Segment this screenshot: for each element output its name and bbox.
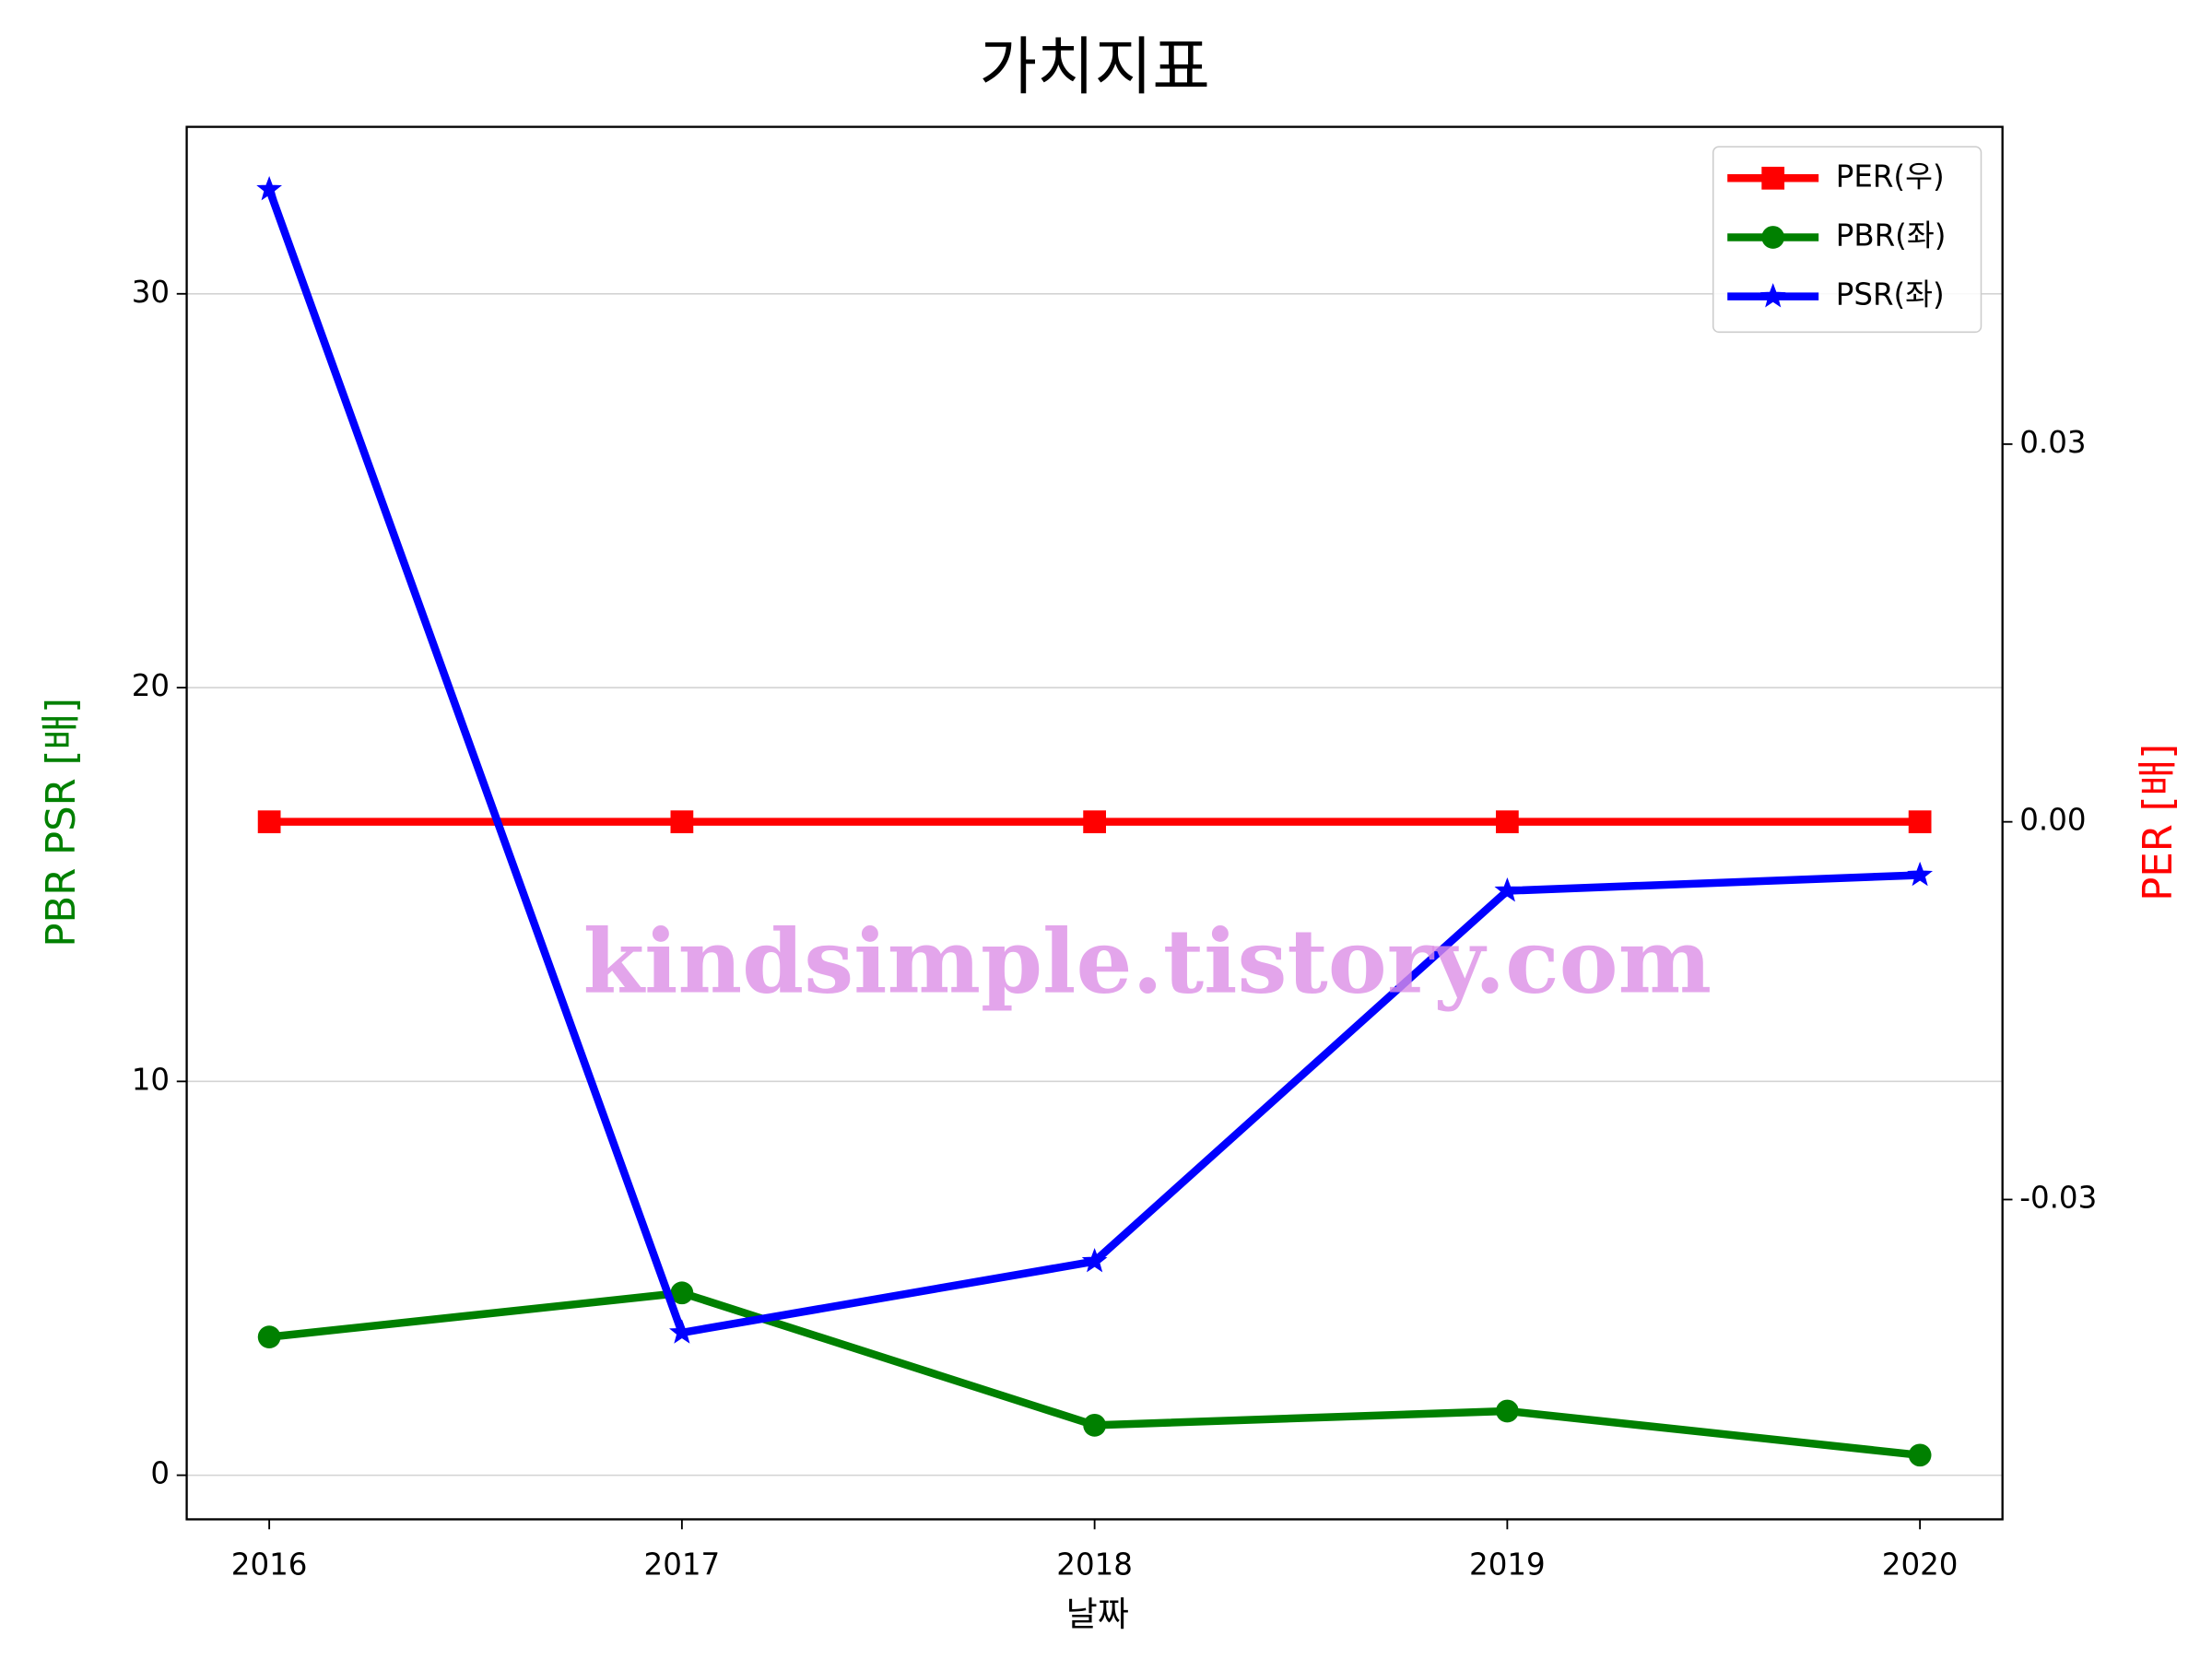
x-tick-label: 2019 xyxy=(1469,1547,1546,1582)
x-tick-label: 2018 xyxy=(1056,1547,1133,1582)
marker xyxy=(1494,877,1521,902)
legend-marker xyxy=(1759,283,1786,308)
legend-label: PBR(좌) xyxy=(1836,218,1947,253)
x-tick-label: 2017 xyxy=(644,1547,721,1582)
marker xyxy=(257,1325,281,1348)
marker xyxy=(670,810,694,834)
marker xyxy=(1496,810,1519,834)
legend-marker xyxy=(1761,226,1785,249)
marker xyxy=(1907,861,1933,887)
marker xyxy=(1083,1413,1106,1437)
y-tick-label: 10 xyxy=(132,1062,170,1097)
y-tick-label: 30 xyxy=(132,275,170,310)
y2-tick-label: -0.03 xyxy=(2019,1180,2097,1215)
marker xyxy=(1083,810,1106,834)
x-axis-label: 날짜 xyxy=(1066,1594,1129,1634)
marker xyxy=(1081,1248,1108,1273)
legend-label: PER(우) xyxy=(1836,159,1945,194)
marker xyxy=(670,1281,694,1305)
legend-label: PSR(좌) xyxy=(1836,277,1945,312)
marker xyxy=(1908,1443,1932,1467)
marker xyxy=(257,810,281,834)
y-tick-label: 0 xyxy=(150,1456,170,1491)
legend-box xyxy=(1712,146,1983,334)
marker xyxy=(256,175,282,201)
y-tick-label: 20 xyxy=(132,668,170,703)
marker xyxy=(669,1319,695,1344)
legend-marker xyxy=(1761,166,1785,190)
x-tick-label: 2016 xyxy=(231,1547,308,1582)
y2-axis-label: PER [배] xyxy=(2136,744,2182,901)
marker xyxy=(1908,810,1932,834)
chart-title: 가치지표 xyxy=(979,31,1209,104)
x-tick-label: 2020 xyxy=(1882,1547,1959,1582)
watermark: kindsimple.tistory.com xyxy=(583,909,1712,1013)
y-axis-label: PBR PSR [배] xyxy=(39,698,85,947)
y2-tick-label: 0.00 xyxy=(2019,803,2086,838)
axes-frame xyxy=(185,125,2004,1521)
marker xyxy=(1496,1399,1519,1423)
y2-tick-label: 0.03 xyxy=(2019,425,2086,460)
